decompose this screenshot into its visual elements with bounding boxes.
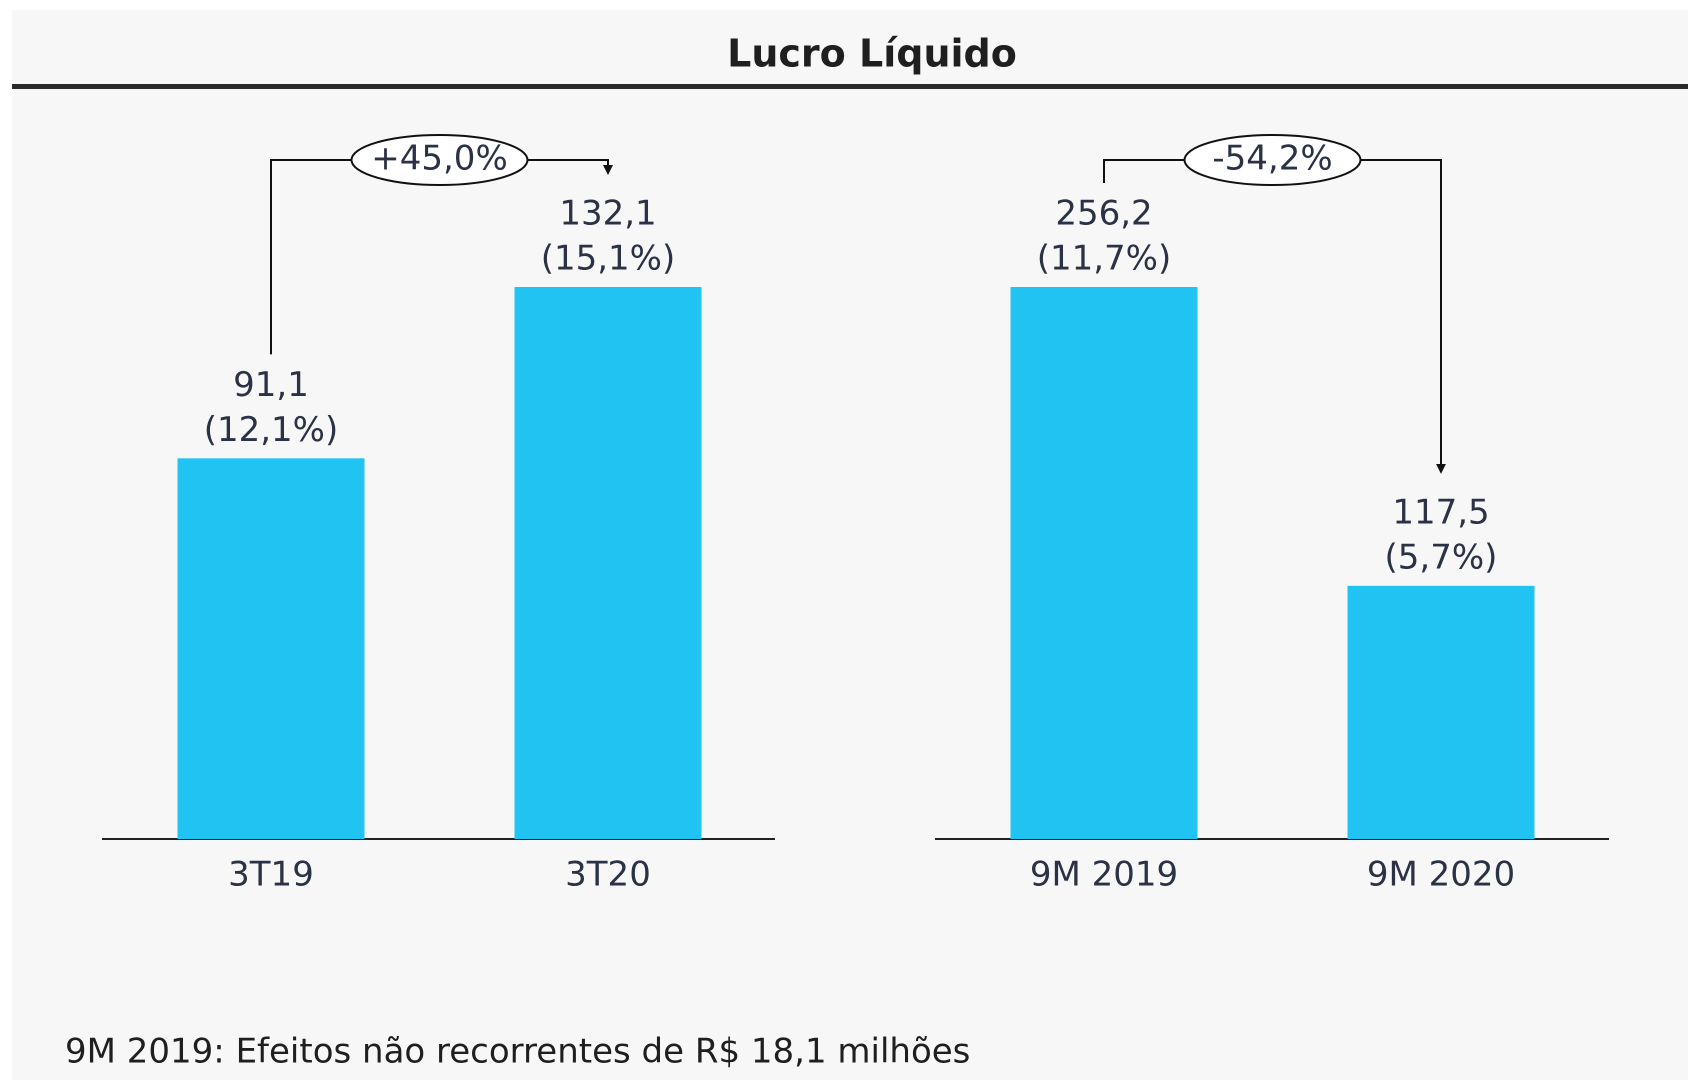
x-tick-label: 3T20	[565, 855, 651, 895]
value-label: 91,1	[233, 365, 309, 405]
margin-label: (15,1%)	[541, 239, 676, 279]
bar	[514, 287, 702, 839]
bar	[1347, 585, 1535, 839]
change-label: -54,2%	[1212, 139, 1332, 179]
title-rule	[12, 84, 1688, 89]
value-label: 132,1	[559, 194, 656, 234]
change-badge	[1183, 134, 1362, 186]
x-tick-label: 9M 2020	[1367, 855, 1515, 895]
margin-label: (11,7%)	[1037, 239, 1172, 279]
change-label: +45,0%	[371, 139, 508, 179]
value-label: 256,2	[1055, 194, 1152, 234]
bar	[177, 458, 365, 839]
margin-label: (5,7%)	[1385, 537, 1498, 577]
value-label: 117,5	[1392, 492, 1489, 532]
bar	[1010, 287, 1198, 839]
change-badge	[350, 134, 529, 186]
footnote: 9M 2019: Efeitos não recorrentes de R$ 1…	[65, 1032, 970, 1072]
chart-title: Lucro Líquido	[727, 32, 1017, 76]
x-tick-label: 3T19	[228, 855, 314, 895]
margin-label: (12,1%)	[204, 410, 339, 450]
x-tick-label: 9M 2019	[1030, 855, 1178, 895]
